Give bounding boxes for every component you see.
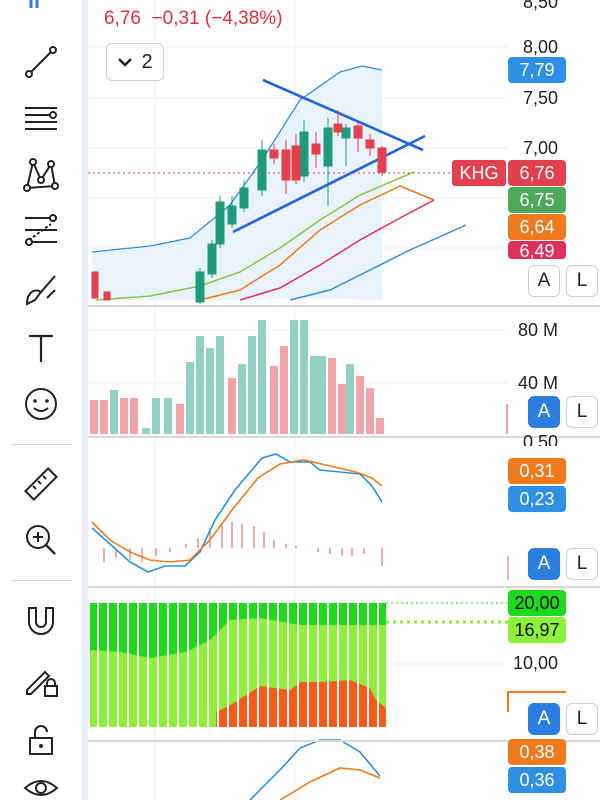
ma-tag: 6,64 [508,214,566,240]
candles [91,110,387,304]
auto-scale-button[interactable]: A [528,703,560,735]
pattern-icon[interactable] [16,152,66,196]
eye-icon[interactable] [16,766,66,810]
auto-scale-button[interactable]: A [528,396,560,428]
trend-line-icon[interactable] [16,40,66,84]
last-price: 6,76 [104,8,141,29]
indicator-value-tag: 0,36 [508,767,566,793]
macd-histogram [103,522,509,580]
cursor-icon[interactable] [16,0,66,14]
panel-divider[interactable] [88,436,600,438]
volume-axis-label: 40 M [517,373,558,393]
pencil-lock-icon[interactable] [16,658,66,702]
text-icon[interactable] [16,326,66,370]
auto-scale-button[interactable]: A [528,265,560,297]
symbol-tag: KHG [452,160,506,186]
stoch-axis-label: 10,00 [512,653,558,673]
log-scale-button[interactable]: L [566,265,598,297]
indicator-legend-toggle[interactable]: 2 [106,43,164,81]
stoch-bars [90,603,386,727]
macd-axis-label: 0,50 [522,432,558,446]
volume-bars [90,320,508,434]
macd-tag: 0,23 [508,486,566,512]
signal-tag: 0,31 [508,458,566,484]
toolbar-border [82,0,88,800]
chart-area[interactable] [88,0,600,801]
last-price-tag: 6,76 [508,160,566,186]
legend-count: 2 [141,50,153,73]
toolbar-divider [12,444,72,445]
bollinger-band [92,66,382,300]
price-header: 6,76 −0,31 (−4,38%) [104,8,283,30]
drawing-toolbar [0,0,82,800]
toolbar-divider [12,580,72,581]
unlock-icon[interactable] [16,718,66,762]
price-change-pct: (−4,38%) [204,8,283,29]
bb-upper-tag: 7,79 [508,57,566,83]
price-axis-label: 8,00 [522,37,558,57]
upper-level-tag: 20,00 [508,590,566,616]
log-scale-button[interactable]: L [566,548,598,580]
panel-divider[interactable] [88,305,600,307]
auto-scale-button[interactable]: A [528,548,560,580]
magnet-icon[interactable] [16,598,66,642]
chart-canvas [88,0,566,801]
indicator-value-tag: 16,97 [508,617,566,643]
ruler-icon[interactable] [16,462,66,506]
log-scale-button[interactable]: L [566,396,598,428]
volume-axis-label: 80 M [517,320,558,340]
macd-line [91,453,383,573]
signal-line [91,459,383,563]
ma-tag: 6,75 [508,187,566,213]
brush-icon[interactable] [16,268,66,312]
ma-tag: 6,49 [508,241,566,259]
chevron-down-icon [118,58,133,67]
panel-divider[interactable] [88,586,600,588]
price-axis-label: 7,00 [522,138,558,158]
price-axis-label: 8,50 [522,0,558,12]
horizontal-lines-icon[interactable] [16,96,66,140]
triangle-pattern [232,78,426,234]
fib-icon[interactable] [16,208,66,252]
price-change: −0,31 [151,8,200,29]
panel-divider[interactable] [88,740,600,742]
price-axis-label: 7,50 [522,88,558,108]
emoji-icon[interactable] [16,382,66,426]
log-scale-button[interactable]: L [566,703,598,735]
signal-tag: 0,38 [508,739,566,765]
zoom-in-icon[interactable] [16,518,66,562]
